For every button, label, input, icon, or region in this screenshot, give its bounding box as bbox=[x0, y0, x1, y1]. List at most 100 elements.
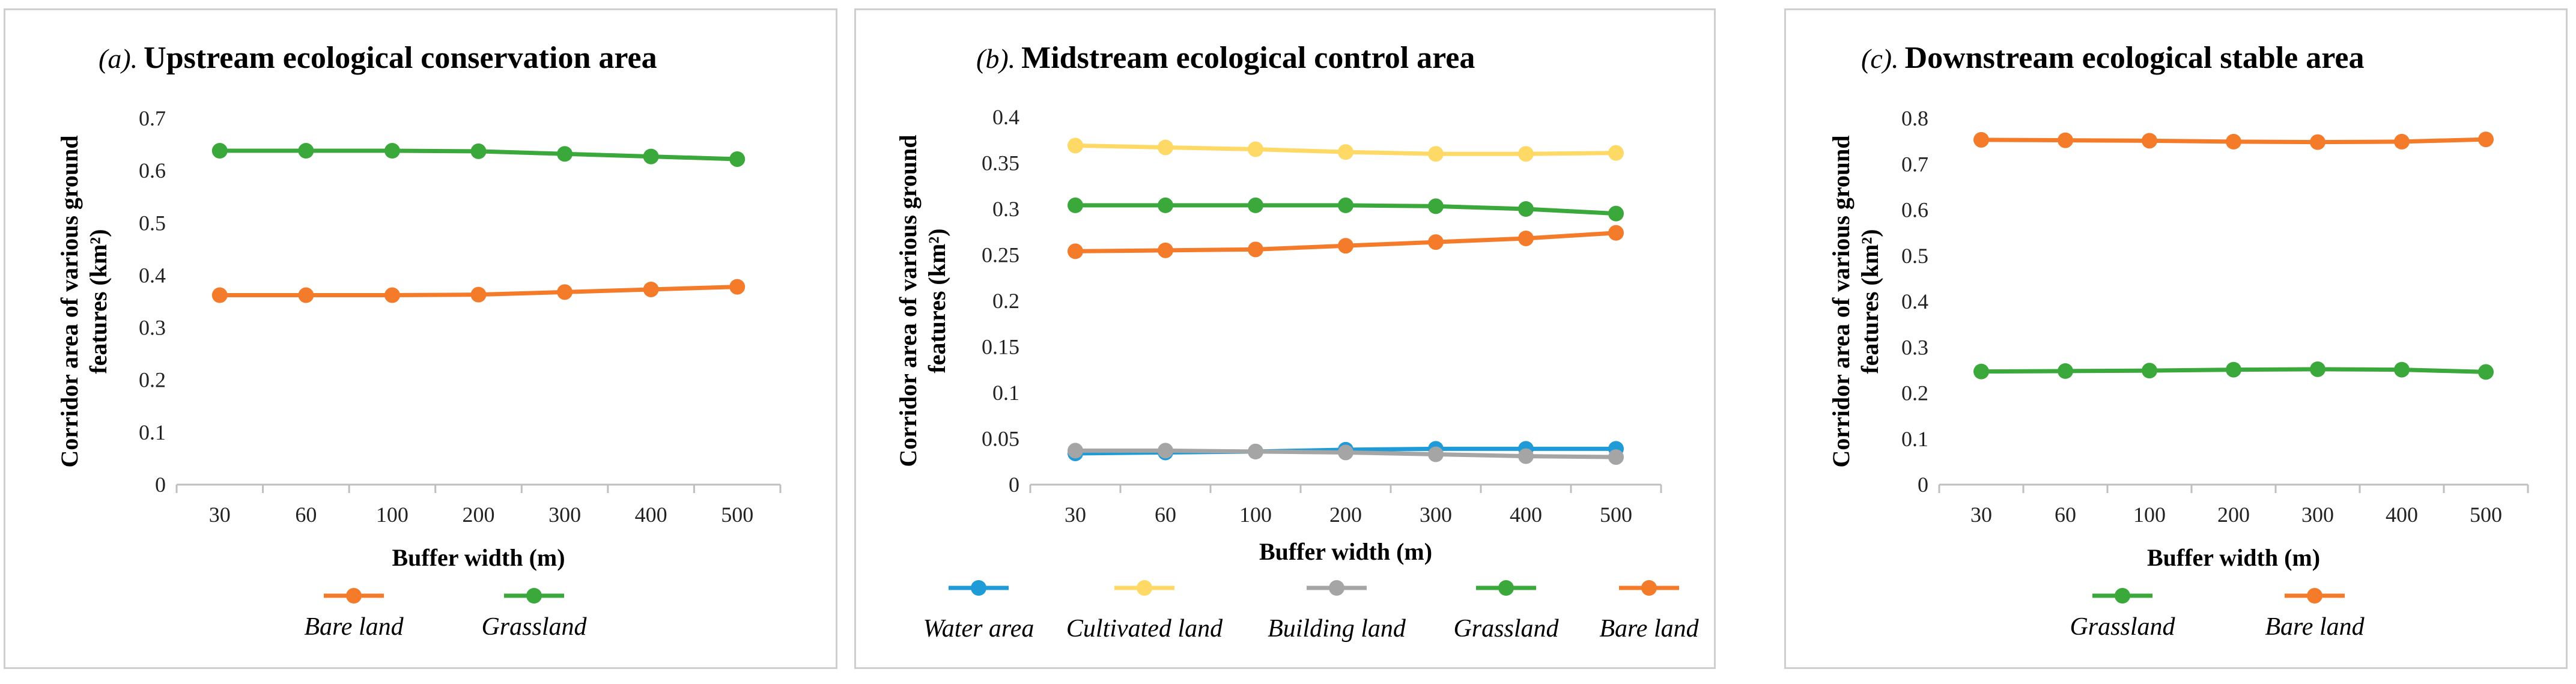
y-axis-title: Corridor area of various groundfeatures … bbox=[1827, 135, 1883, 467]
x-axis-title: Buffer width (m) bbox=[2147, 544, 2320, 571]
x-tick-label: 200 bbox=[2217, 503, 2250, 527]
y-tick-label: 0.3 bbox=[992, 197, 1019, 221]
x-tick-label: 100 bbox=[376, 503, 409, 527]
y-tick-label: 0.4 bbox=[992, 105, 1019, 129]
y-tick-label: 0.2 bbox=[1901, 381, 1928, 405]
legend-item: Grassland bbox=[1453, 580, 1560, 643]
data-point bbox=[1248, 141, 1263, 157]
legend-item: Bare land bbox=[1599, 580, 1700, 643]
y-axis-title-line: Corridor area of various ground bbox=[1827, 135, 1855, 467]
data-point bbox=[2394, 133, 2410, 150]
y-axis-title-line: Corridor area of various ground bbox=[895, 135, 922, 467]
data-point bbox=[1158, 242, 1173, 258]
y-tick-label: 0.35 bbox=[982, 151, 1019, 175]
y-tick-label: 0.4 bbox=[1901, 289, 1928, 313]
data-point bbox=[1158, 139, 1173, 156]
chart-title: (a). Upstream ecological conservation are… bbox=[99, 41, 657, 75]
data-point bbox=[1608, 449, 1624, 465]
x-axis-title: Buffer width (m) bbox=[1259, 538, 1432, 565]
chart-title-main: Midstream ecological control area bbox=[1021, 41, 1475, 75]
x-tick-label: 500 bbox=[721, 503, 753, 527]
data-point bbox=[643, 148, 659, 165]
legend-swatch-marker bbox=[1329, 580, 1344, 596]
x-tick-label: 400 bbox=[635, 503, 667, 527]
y-tick-label: 0.7 bbox=[139, 106, 166, 130]
data-point bbox=[1338, 144, 1353, 160]
chart-title: (c). Downstream ecological stable area bbox=[1861, 41, 2364, 75]
legend-label: Cultivated land bbox=[1066, 615, 1223, 643]
legend-label: Bare land bbox=[2265, 613, 2365, 641]
data-point bbox=[384, 143, 400, 159]
data-point bbox=[470, 143, 487, 159]
x-tick-label: 60 bbox=[1155, 503, 1176, 527]
data-point bbox=[1973, 132, 1989, 148]
chart-panel-upstream: (a). Upstream ecological conservation are… bbox=[4, 8, 837, 669]
legend-swatch-marker bbox=[526, 588, 542, 604]
legend-label: Water area bbox=[923, 615, 1034, 643]
legend-swatch-marker bbox=[346, 588, 362, 604]
legend-swatch-marker bbox=[2115, 588, 2130, 604]
legend-item: Cultivated land bbox=[1066, 580, 1223, 643]
y-axis-title-line: features (km²) bbox=[923, 228, 950, 373]
data-point bbox=[2058, 363, 2073, 379]
data-point bbox=[1608, 225, 1624, 241]
y-tick-label: 0.2 bbox=[992, 289, 1019, 313]
y-tick-label: 0.15 bbox=[982, 335, 1019, 359]
legend-swatch-marker bbox=[971, 580, 986, 596]
data-point bbox=[2142, 363, 2157, 379]
data-point bbox=[1338, 444, 1353, 461]
data-point bbox=[1428, 446, 1444, 462]
data-point bbox=[1428, 234, 1444, 250]
x-tick-label: 300 bbox=[2301, 503, 2334, 527]
chart-title-prefix: (b). bbox=[976, 43, 1015, 74]
data-point bbox=[1248, 241, 1263, 258]
y-tick-label: 0.8 bbox=[1901, 106, 1928, 130]
y-tick-label: 0 bbox=[155, 473, 166, 497]
data-point bbox=[1158, 197, 1173, 213]
data-point bbox=[1608, 205, 1624, 222]
legend-item: Bare land bbox=[2265, 588, 2365, 641]
data-point bbox=[1973, 363, 1989, 380]
data-point bbox=[1158, 443, 1173, 459]
y-tick-label: 0.7 bbox=[1901, 152, 1928, 176]
data-point bbox=[1248, 197, 1263, 213]
y-tick-label: 0.5 bbox=[139, 211, 166, 235]
data-point bbox=[1608, 145, 1624, 161]
data-point bbox=[729, 151, 746, 167]
y-axis-title-line: features (km²) bbox=[1856, 229, 1883, 374]
data-point bbox=[1428, 146, 1444, 162]
chart-panel-downstream: (c). Downstream ecological stable area 0 0.… bbox=[1784, 8, 2568, 669]
x-tick-label: 30 bbox=[1970, 503, 1992, 527]
legend-item: Bare land bbox=[304, 588, 404, 641]
data-point bbox=[2226, 133, 2241, 150]
data-point bbox=[1068, 243, 1083, 259]
y-tick-label: 0.5 bbox=[1901, 244, 1928, 268]
legend-label: Grassland bbox=[481, 613, 587, 641]
data-point bbox=[211, 287, 228, 303]
x-tick-label: 30 bbox=[1065, 503, 1086, 527]
y-tick-label: 0.2 bbox=[139, 368, 166, 392]
y-tick-label: 0.05 bbox=[982, 427, 1019, 451]
data-point bbox=[2310, 134, 2325, 150]
data-point bbox=[557, 284, 573, 300]
line-chart: (a). Upstream ecological conservation are… bbox=[56, 41, 782, 641]
x-tick-label: 300 bbox=[1420, 503, 1452, 527]
x-tick-label: 400 bbox=[1510, 503, 1542, 527]
y-tick-label: 0.6 bbox=[139, 159, 166, 183]
x-tick-label: 60 bbox=[2055, 503, 2076, 527]
data-point bbox=[1518, 201, 1534, 217]
data-point bbox=[643, 281, 659, 297]
data-point bbox=[1518, 146, 1534, 162]
data-point bbox=[557, 146, 573, 162]
y-tick-label: 0.1 bbox=[139, 420, 166, 444]
y-tick-label: 0 bbox=[1009, 473, 1019, 497]
data-point bbox=[298, 287, 314, 303]
legend-label: Grassland bbox=[2070, 613, 2175, 641]
data-point bbox=[2058, 132, 2073, 148]
chart-title-prefix: (c). bbox=[1861, 43, 1899, 74]
data-point bbox=[211, 143, 228, 159]
y-axis-title-line: features (km²) bbox=[85, 229, 112, 374]
legend-swatch-marker bbox=[2307, 588, 2322, 604]
y-axis-title-line: Corridor area of various ground bbox=[56, 135, 83, 467]
data-point bbox=[1248, 443, 1263, 459]
